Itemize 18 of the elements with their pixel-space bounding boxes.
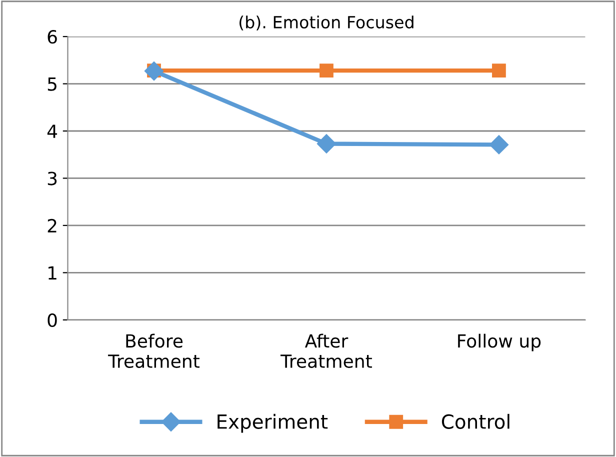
- y-tick-label: 3: [48, 172, 57, 186]
- y-tick-label: 2: [48, 218, 56, 232]
- point: [489, 135, 508, 154]
- x-tick-label: Before Treatment: [108, 334, 200, 368]
- point: [144, 62, 164, 81]
- chart-title: (b). Emotion Focused: [240, 16, 414, 30]
- point: [320, 64, 334, 78]
- x-tick-label: Follow up: [458, 334, 541, 352]
- y-tick-label: 5: [48, 77, 56, 91]
- x-tick-label: After Treatment: [280, 334, 372, 368]
- y-tick-label: 4: [47, 124, 58, 138]
- point: [492, 64, 506, 78]
- legend-label: Experiment: [218, 414, 328, 433]
- y-tick-label: 6: [48, 30, 57, 44]
- point: [316, 134, 336, 154]
- y-tick-label: 1: [48, 266, 56, 280]
- y-tick-label: 0: [48, 313, 57, 328]
- legend-label: Control: [442, 414, 510, 429]
